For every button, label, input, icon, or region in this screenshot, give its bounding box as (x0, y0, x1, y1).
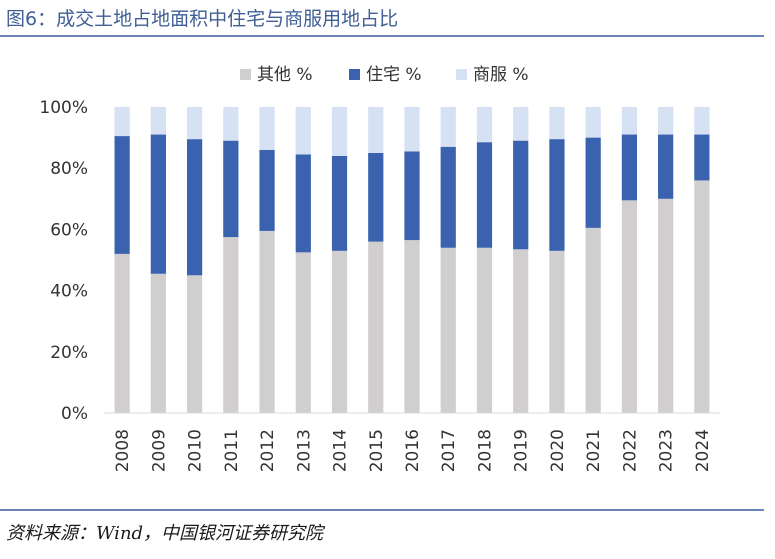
y-axis: 0% 20% 40% 60% 80% 100% (39, 98, 88, 424)
bar-segment (440, 107, 456, 147)
source-note: 资料来源：Wind，中国银河证券研究院 (6, 523, 324, 544)
bar-segment (259, 230, 275, 413)
bar-segment (404, 240, 420, 413)
bar-segment (694, 134, 710, 181)
x-tick-label: 2020 (548, 429, 568, 472)
x-axis: 2008 2009 2010 2011 2012 2013 2014 2015 2016 2017… (104, 412, 720, 472)
bar-segment (658, 198, 674, 413)
bar-segment (476, 107, 493, 143)
bar-series (114, 107, 710, 413)
x-tick-label: 2012 (258, 429, 278, 472)
bar-segment (150, 107, 166, 135)
x-tick-label: 2022 (620, 429, 640, 472)
legend-label: 商服 % (473, 65, 529, 85)
bar-segment (259, 149, 275, 231)
legend-swatch (456, 69, 467, 80)
bar-segment (476, 247, 493, 413)
y-tick-label: 100% (39, 98, 88, 118)
bar-segment (440, 247, 456, 413)
x-tick-label: 2017 (439, 429, 459, 472)
bar-segment (186, 139, 203, 276)
bar-segment (331, 107, 348, 156)
bar-segment (331, 250, 348, 413)
bar-segment (476, 142, 493, 248)
bar-segment (658, 134, 674, 199)
x-tick-label: 2019 (512, 429, 532, 472)
bar-segment (404, 107, 420, 152)
x-tick-label: 2008 (113, 429, 133, 472)
chart-legend: 其他 % 住宅 % 商服 % (240, 65, 529, 85)
y-tick-label: 40% (50, 282, 88, 302)
x-tick-label: 2011 (222, 429, 242, 472)
bar-segment (114, 136, 130, 254)
bar-segment (150, 273, 166, 413)
y-tick-label: 80% (50, 159, 88, 179)
bar-segment (694, 107, 710, 135)
x-tick-label: 2014 (331, 429, 351, 472)
bar-segment (621, 200, 638, 413)
bar-segment (549, 107, 565, 140)
bar-segment (368, 152, 384, 242)
legend-swatch (240, 69, 251, 80)
x-tick-label: 2015 (367, 429, 387, 472)
bar-segment (585, 227, 601, 413)
chart-title: 图6：成交土地占地面积中住宅与商服用地占比 (6, 8, 399, 30)
bar-segment (513, 249, 529, 413)
title-divider (0, 35, 764, 37)
legend-swatch (349, 69, 360, 80)
x-tick-label: 2023 (657, 429, 677, 472)
bar-segment (150, 134, 166, 274)
bar-segment (223, 107, 239, 141)
bar-segment (331, 155, 348, 251)
x-tick-label: 2018 (475, 429, 495, 472)
bar-segment (404, 151, 420, 241)
bar-segment (368, 241, 384, 413)
bar-segment (549, 139, 565, 251)
bar-segment (295, 107, 311, 155)
bar-segment (658, 107, 674, 135)
y-tick-label: 60% (50, 220, 88, 240)
bar-segment (114, 107, 130, 137)
bar-segment (585, 137, 601, 228)
bar-segment (223, 237, 239, 413)
bar-segment (621, 134, 638, 201)
bar-segment (694, 180, 710, 413)
bar-segment (186, 107, 203, 140)
stacked-bar-chart: 其他 % 住宅 % 商服 % 0% 20% 40% 60% 80% 100% 2008 2009… (39, 65, 720, 472)
bar-segment (223, 140, 239, 238)
legend-label: 其他 % (257, 65, 313, 85)
bar-segment (440, 146, 456, 248)
x-tick-label: 2013 (294, 429, 314, 472)
x-tick-label: 2016 (403, 429, 423, 472)
y-tick-label: 0% (61, 404, 88, 424)
bar-segment (114, 253, 130, 413)
bar-segment (513, 140, 529, 250)
bar-segment (549, 250, 565, 413)
x-tick-label: 2009 (149, 429, 169, 472)
bar-segment (368, 107, 384, 153)
x-tick-label: 2024 (693, 429, 713, 472)
y-tick-label: 20% (50, 343, 88, 363)
bar-segment (259, 107, 275, 150)
bar-segment (513, 107, 529, 141)
bar-segment (295, 154, 311, 253)
x-tick-label: 2021 (584, 429, 604, 472)
footer-divider (0, 509, 764, 511)
bar-segment (585, 107, 601, 138)
bar-segment (186, 275, 203, 413)
x-tick-label: 2010 (186, 429, 206, 472)
legend-label: 住宅 % (366, 65, 422, 85)
bar-segment (295, 252, 311, 413)
bar-segment (621, 107, 638, 135)
